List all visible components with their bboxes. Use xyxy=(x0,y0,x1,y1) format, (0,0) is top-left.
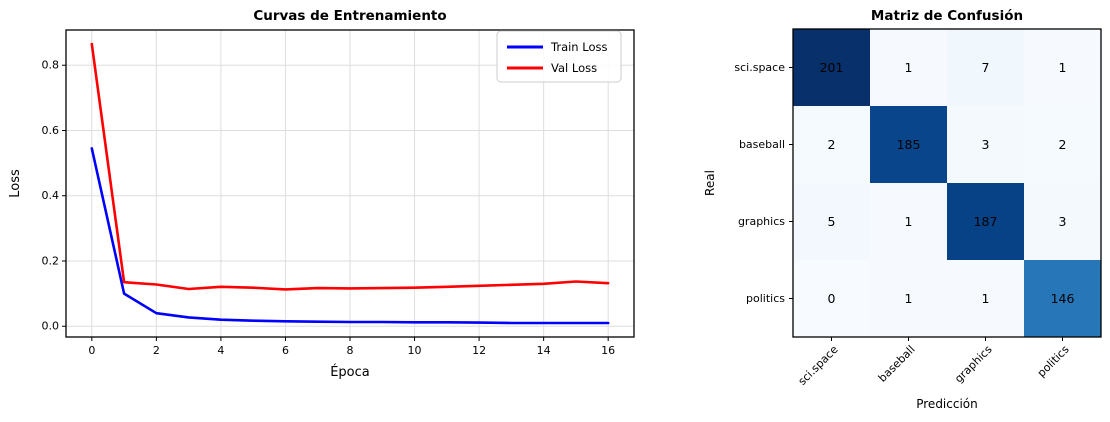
cell-value: 0 xyxy=(828,291,836,306)
y-tick-label: 0.4 xyxy=(42,189,60,202)
matrix-cell xyxy=(870,183,947,260)
cell-value: 185 xyxy=(897,137,921,152)
matrix-cell xyxy=(793,106,870,183)
cell-value: 7 xyxy=(982,60,990,75)
cell-value: 1 xyxy=(905,60,913,75)
matrix-cell xyxy=(870,106,947,183)
x-tick-label: 10 xyxy=(408,344,422,357)
training-curves-chart: 0 2 4 6 8 10 12 14 16 0.0 0.2 0.4 0.6 0.8 Curvas de En… xyxy=(8,8,635,380)
cell-value: 187 xyxy=(974,214,998,229)
chart-title: Curvas de Entrenamiento xyxy=(253,8,446,24)
x-tick-label: 16 xyxy=(601,344,615,357)
y-tick-label: 0.8 xyxy=(42,59,60,72)
y-tick-label: 0.2 xyxy=(42,254,60,267)
matrix-cell xyxy=(947,106,1024,183)
matrix-cell xyxy=(1024,29,1101,106)
matrix-frame xyxy=(792,28,1102,338)
col-label: baseball xyxy=(876,343,918,385)
x-tick-label: 2 xyxy=(153,344,160,357)
cell-value: 2 xyxy=(1059,137,1067,152)
cell-value: 146 xyxy=(1051,291,1075,306)
matrix-cell xyxy=(793,260,870,337)
row-label: politics xyxy=(746,292,785,305)
cell-value: 2 xyxy=(828,137,836,152)
legend-label: Train Loss xyxy=(550,40,607,54)
x-tick-label: 12 xyxy=(472,344,486,357)
row-label: graphics xyxy=(738,215,785,228)
row-label: baseball xyxy=(739,138,785,151)
matrix-cell xyxy=(947,29,1024,106)
cell-value: 1 xyxy=(1059,60,1067,75)
confusion-matrix-chart: 201 1 7 1 2 185 3 2 5 1 187 3 0 1 1 146 sci.space sci.spa… xyxy=(703,8,1102,411)
matrix-cell xyxy=(1024,183,1101,260)
cell-value: 3 xyxy=(982,137,990,152)
x-tick-label: 4 xyxy=(217,344,224,357)
matrix-cell xyxy=(947,183,1024,260)
cell-value: 1 xyxy=(905,214,913,229)
y-axis-label: Loss xyxy=(8,169,23,198)
x-axis-label: Predicción xyxy=(916,397,978,411)
col-label: politics xyxy=(1035,343,1072,380)
matrix-cell xyxy=(793,183,870,260)
chart-title: Matriz de Confusión xyxy=(871,8,1023,24)
x-tick-label: 0 xyxy=(88,344,95,357)
col-label: graphics xyxy=(952,343,995,386)
cell-value: 3 xyxy=(1059,214,1067,229)
cell-value: 1 xyxy=(905,291,913,306)
matrix-cell xyxy=(870,260,947,337)
x-tick-label: 8 xyxy=(347,344,354,357)
cell-value: 201 xyxy=(820,60,844,75)
y-tick-label: 0.6 xyxy=(42,124,60,137)
x-tick-label: 6 xyxy=(282,344,289,357)
matrix-cell xyxy=(793,29,870,106)
cell-value: 5 xyxy=(828,214,836,229)
y-axis-label: Real xyxy=(703,170,717,196)
x-tick-label: 14 xyxy=(537,344,551,357)
series-line-val-loss xyxy=(90,42,610,291)
legend-label: Val Loss xyxy=(551,61,597,75)
y-tick-label: 0.0 xyxy=(42,320,60,333)
row-label: sci.space xyxy=(734,61,785,74)
matrix-cell xyxy=(1024,106,1101,183)
cell-value: 1 xyxy=(982,291,990,306)
matrix-cell xyxy=(947,260,1024,337)
col-label: sci.space xyxy=(796,343,841,388)
matrix-cell xyxy=(870,29,947,106)
series-line-train-loss xyxy=(90,147,610,325)
matrix-cell xyxy=(1024,260,1101,337)
x-axis-label: Época xyxy=(330,364,370,380)
